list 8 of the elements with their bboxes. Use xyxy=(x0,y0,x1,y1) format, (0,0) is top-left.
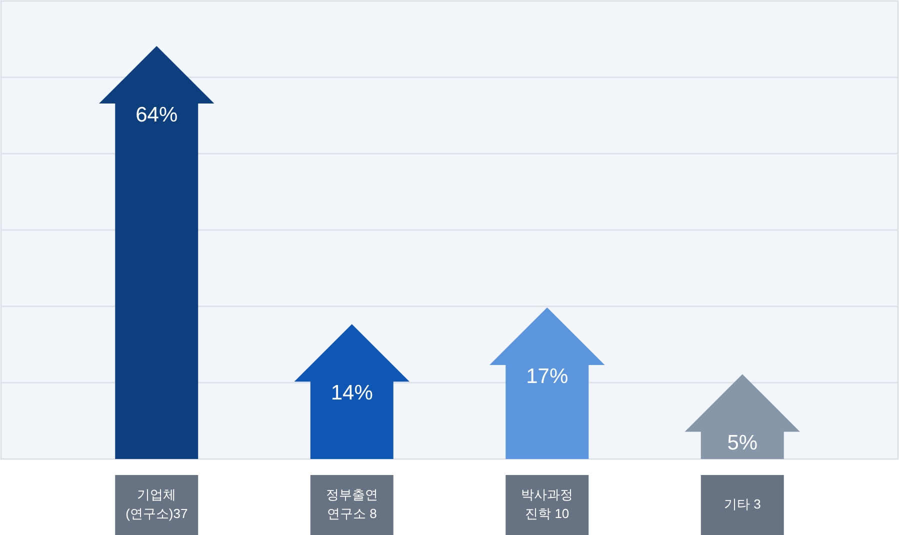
x-tick-label: 정부출연 연구소 8 xyxy=(326,486,378,521)
data-label: 14% xyxy=(330,382,373,405)
x-tick-label: 기업체 (연구소)37 xyxy=(126,486,188,521)
x-tick-label: 기타 3 xyxy=(724,496,761,512)
data-label: 17% xyxy=(526,364,568,388)
data-label: 5% xyxy=(727,432,758,455)
x-tick-label: 박사과정 진학 10 xyxy=(521,486,574,521)
data-label: 64% xyxy=(136,104,178,127)
